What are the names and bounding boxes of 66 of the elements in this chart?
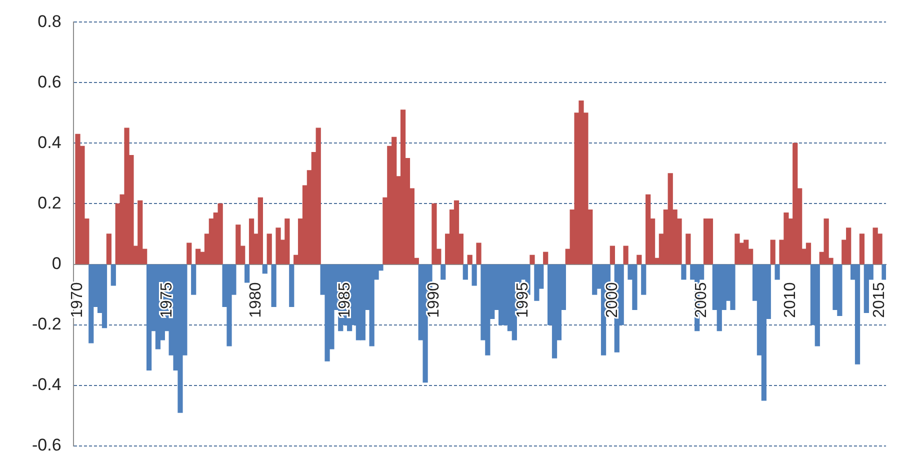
bar xyxy=(316,128,321,264)
x-tick-label: 1995 xyxy=(514,282,532,318)
y-tick-label: -0.4 xyxy=(32,374,62,394)
x-tick-label: 1990 xyxy=(426,282,443,318)
bar xyxy=(806,242,812,264)
bar xyxy=(289,264,294,307)
bar xyxy=(360,264,366,340)
bar xyxy=(530,254,535,264)
bar xyxy=(88,264,94,344)
bar xyxy=(271,264,276,307)
bar xyxy=(262,264,268,274)
bar xyxy=(102,264,108,328)
x-tick-label: 1970 xyxy=(69,282,86,318)
bar xyxy=(266,234,272,264)
x-tick-label: 2010 xyxy=(782,282,800,318)
x-tick-label: 2000 xyxy=(604,282,621,318)
bar xyxy=(814,264,820,346)
bar xyxy=(191,264,196,295)
bar xyxy=(476,242,482,264)
bar xyxy=(636,254,642,264)
bar xyxy=(432,203,437,264)
bar xyxy=(534,264,540,301)
bar xyxy=(882,264,886,280)
bar xyxy=(440,264,446,280)
x-tick-label: 2015 xyxy=(871,282,888,318)
bar xyxy=(708,218,714,264)
bar xyxy=(276,228,281,264)
bar xyxy=(467,254,472,264)
bar xyxy=(641,264,646,295)
bar xyxy=(552,264,558,358)
bar xyxy=(258,197,263,264)
bar xyxy=(610,246,615,264)
bar xyxy=(734,234,740,264)
bar xyxy=(186,242,192,264)
bar xyxy=(110,264,116,286)
bar xyxy=(681,264,686,280)
bar xyxy=(248,218,254,264)
y-tick-label: 0 xyxy=(52,254,62,273)
bar xyxy=(592,264,598,295)
bar xyxy=(218,203,223,264)
bar xyxy=(543,252,548,264)
bar xyxy=(623,246,628,264)
y-tick-label: -0.6 xyxy=(32,435,62,454)
bar xyxy=(146,264,152,370)
bar xyxy=(472,264,477,286)
x-tick-label: 1985 xyxy=(336,282,354,318)
x-tick-label: 2005 xyxy=(692,282,710,318)
bar xyxy=(244,264,250,283)
bar xyxy=(686,234,691,264)
bar xyxy=(462,264,468,280)
bar xyxy=(236,224,241,264)
bar xyxy=(774,264,780,280)
y-tick-label: 0.4 xyxy=(38,132,62,152)
bar xyxy=(770,240,776,264)
x-tick-label: 1980 xyxy=(247,282,264,318)
bar xyxy=(454,200,460,264)
bar xyxy=(400,110,406,264)
bar xyxy=(646,194,651,264)
y-tick-label: 0.2 xyxy=(38,193,62,212)
bar xyxy=(106,234,112,264)
x-tick-label: 1975 xyxy=(158,282,176,318)
y-tick-label: 0.6 xyxy=(38,72,62,92)
y-tick-label: -0.2 xyxy=(32,314,62,334)
y-tick-label: 0.8 xyxy=(38,12,62,31)
bar xyxy=(859,234,865,264)
bar xyxy=(854,264,860,364)
